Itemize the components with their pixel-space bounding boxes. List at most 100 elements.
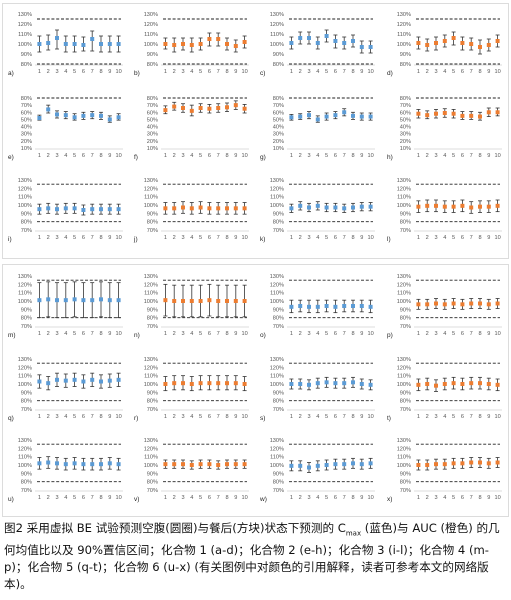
x-tick-label: 3	[307, 153, 310, 159]
y-tick-label: 120%	[18, 186, 32, 192]
x-tick-label: 2	[47, 235, 50, 241]
y-tick-label: 70%	[273, 324, 284, 330]
x-tick-label: 5	[199, 235, 202, 241]
x-tick-label: 1	[164, 331, 167, 337]
x-tick-label: 1	[164, 235, 167, 241]
data-point	[315, 463, 320, 468]
x-tick-label: 5	[452, 153, 455, 159]
data-point	[55, 377, 59, 382]
data-point	[63, 206, 68, 211]
panel-letter: a)	[8, 70, 14, 77]
x-tick-label: 6	[461, 414, 464, 420]
data-point	[307, 465, 311, 470]
data-point	[72, 115, 77, 120]
y-tick-label: 110%	[144, 195, 158, 201]
data-point	[81, 113, 86, 118]
y-tick-label: 130%	[397, 357, 411, 363]
x-tick-label: 7	[343, 69, 346, 75]
panel-letter: f)	[134, 154, 138, 161]
y-tick-label: 80%	[273, 220, 284, 226]
x-tick-label: 3	[55, 235, 58, 241]
data-point	[37, 379, 42, 384]
data-point	[451, 381, 456, 386]
panel-r: 70% 80% 90% 100% 110% 120% 130% 1 2 3 4 5 6 7 8 9 10 r)	[134, 357, 249, 422]
y-tick-label: 70%	[400, 407, 411, 413]
data-point	[460, 302, 465, 307]
x-tick-label: 6	[334, 331, 337, 337]
y-tick-label: 120%	[397, 446, 411, 452]
x-tick-label: 4	[443, 153, 446, 159]
y-tick-label: 10%	[400, 146, 411, 152]
data-point	[181, 42, 185, 46]
x-tick-label: 7	[343, 235, 346, 241]
y-tick-label: 80%	[400, 96, 411, 102]
y-tick-label: 110%	[144, 374, 158, 380]
x-tick-label: 2	[173, 495, 176, 501]
x-tick-label: 8	[225, 69, 228, 75]
data-point	[90, 207, 95, 212]
x-tick-label: 10	[115, 495, 121, 501]
data-point	[342, 41, 347, 45]
data-point	[460, 203, 465, 208]
x-tick-label: 8	[99, 235, 102, 241]
data-point	[478, 45, 482, 49]
data-point	[163, 206, 168, 211]
data-point	[181, 462, 185, 467]
y-tick-label: 120%	[397, 282, 411, 288]
y-tick-label: 80%	[147, 399, 158, 405]
data-point	[198, 381, 203, 386]
data-point	[469, 113, 474, 118]
y-tick-label: 70%	[147, 228, 158, 234]
x-tick-label: 7	[470, 235, 473, 241]
y-tick-label: 90%	[400, 307, 411, 313]
x-tick-label: 8	[225, 495, 228, 501]
data-point	[242, 382, 247, 386]
x-tick-label: 6	[461, 153, 464, 159]
y-tick-label: 60%	[147, 110, 158, 116]
data-point	[216, 299, 221, 303]
data-point	[46, 107, 51, 112]
y-tick-label: 110%	[18, 291, 32, 297]
y-tick-label: 120%	[270, 22, 284, 28]
x-tick-label: 10	[241, 153, 247, 159]
y-tick-label: 90%	[273, 307, 284, 313]
y-tick-label: 100%	[397, 42, 411, 48]
x-tick-label: 2	[426, 414, 429, 420]
y-tick-label: 60%	[21, 110, 32, 116]
data-point	[63, 113, 68, 118]
y-tick-label: 130%	[270, 12, 284, 18]
x-tick-label: 4	[64, 153, 67, 159]
data-point	[478, 114, 482, 119]
x-tick-label: 9	[487, 331, 490, 337]
y-tick-label: 120%	[18, 446, 32, 452]
data-point	[55, 461, 59, 466]
data-point	[189, 463, 194, 467]
data-point	[351, 205, 355, 210]
y-tick-label: 100%	[397, 382, 411, 388]
data-point	[107, 378, 112, 383]
y-tick-label: 100%	[270, 299, 284, 305]
x-tick-label: 8	[225, 331, 228, 337]
y-tick-label: 130%	[18, 357, 32, 363]
data-point	[172, 462, 177, 467]
panel-n: 70% 80% 90% 100% 110% 120% 130% 1 2 3 4 5 6 7 8 9 10 n)	[134, 274, 249, 339]
data-point	[469, 381, 474, 386]
x-tick-label: 4	[190, 235, 193, 241]
x-tick-label: 7	[217, 153, 220, 159]
x-tick-label: 4	[443, 69, 446, 75]
x-tick-label: 8	[351, 69, 354, 75]
panel-letter: g)	[260, 154, 266, 161]
x-tick-label: 6	[208, 153, 211, 159]
x-tick-label: 5	[325, 495, 328, 501]
data-point	[99, 42, 103, 46]
caption-text-post: (蓝色)与 AUC (橙色) 的几何均值比以及 90%置信区间；化合物 1 (a…	[4, 521, 500, 592]
y-tick-label: 90%	[147, 307, 158, 313]
y-tick-label: 90%	[400, 471, 411, 477]
data-point	[434, 111, 438, 116]
data-point	[460, 41, 465, 45]
x-tick-label: 4	[64, 495, 67, 501]
data-point	[46, 381, 51, 386]
y-tick-label: 130%	[18, 274, 32, 280]
data-point	[163, 382, 168, 386]
x-tick-label: 3	[55, 153, 58, 159]
